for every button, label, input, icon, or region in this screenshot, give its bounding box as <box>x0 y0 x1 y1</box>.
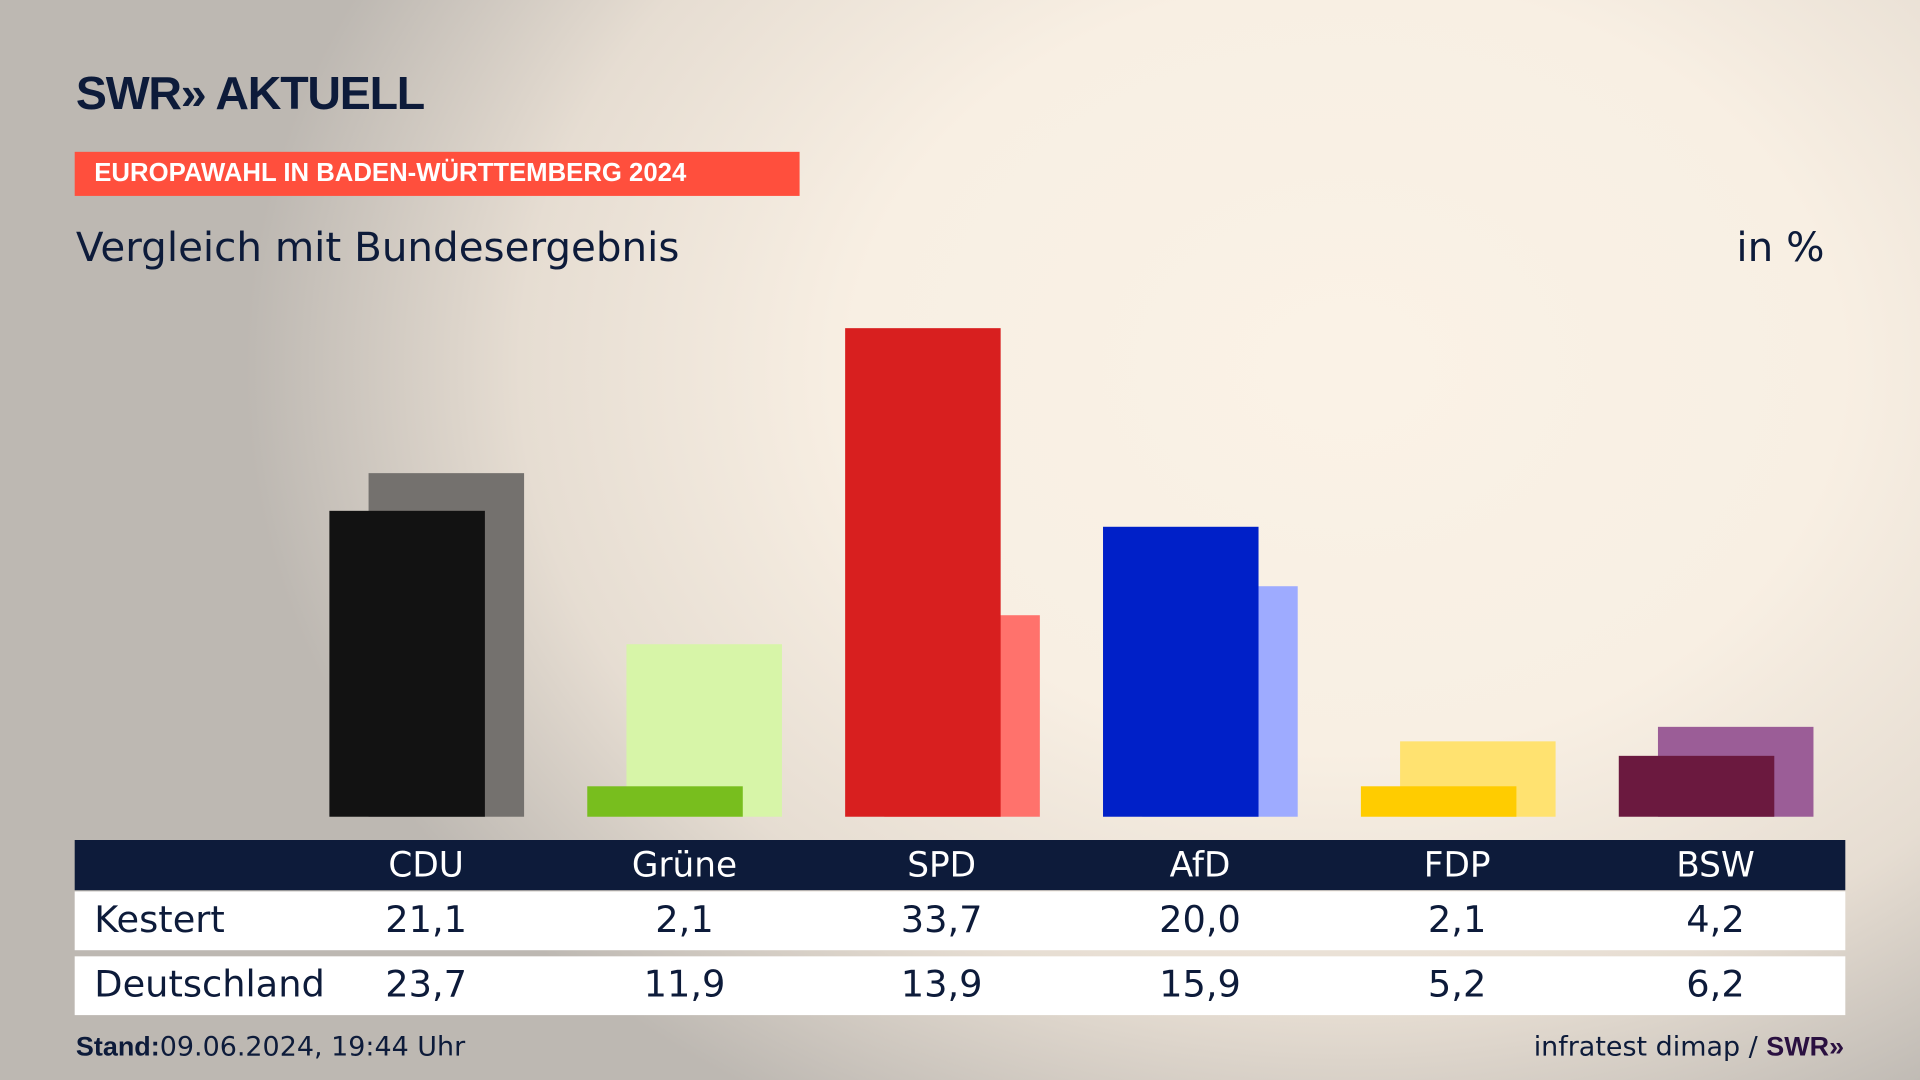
value-cell: 6,2 <box>1686 963 1745 1007</box>
value-cell: 5,2 <box>1427 963 1487 1007</box>
bar-grüne-kestert <box>587 786 743 817</box>
chart-title: Vergleich mit Bundesergebnis <box>75 222 680 271</box>
table-row-deutschland: Deutschland 23,7 11,9 13,9 15,9 5,2 6,2 <box>74 956 1846 1016</box>
swr-aktuell-logo: SWR» AKTUELL <box>75 68 425 121</box>
bar-bsw-kestert <box>1618 755 1775 817</box>
bar-cdu-kestert <box>329 510 485 817</box>
source-text: infratest dimap / <box>1533 1032 1767 1063</box>
stand-value: 09.06.2024, 19:44 Uhr <box>159 1032 466 1063</box>
value-cell: 33,7 <box>900 898 983 942</box>
value-cell: 2,1 <box>1427 898 1487 942</box>
bar-fdp-kestert <box>1360 786 1517 817</box>
swr-logo: SWR» <box>1766 1031 1845 1062</box>
election-banner: EUROPAWAHL IN BADEN-WÜRTTEMBERG 2024 <box>74 151 800 196</box>
column-header: BSW <box>1676 844 1755 886</box>
timestamp: Stand:09.06.2024, 19:44 Uhr <box>76 1031 465 1063</box>
table-header: CDU Grüne SPD AfD FDP BSW <box>74 840 1846 891</box>
bar-spd-kestert <box>845 328 1001 817</box>
value-cell: 23,7 <box>385 963 468 1007</box>
column-header: Grüne <box>631 844 738 886</box>
value-cell: 4,2 <box>1686 898 1745 942</box>
column-header: SPD <box>907 844 977 886</box>
bar-afd-kestert <box>1103 526 1259 817</box>
source: infratest dimap / SWR» <box>1534 1031 1844 1063</box>
unit-label: in % <box>1736 222 1825 271</box>
stand-label: Stand: <box>75 1031 160 1062</box>
value-cell: 11,9 <box>643 963 726 1007</box>
column-header: FDP <box>1423 844 1491 886</box>
column-header: AfD <box>1169 844 1231 886</box>
table-row-kestert: Kestert 21,1 2,1 33,7 20,0 2,1 4,2 <box>74 891 1846 951</box>
value-cell: 15,9 <box>1159 963 1241 1007</box>
value-cell: 13,9 <box>900 963 983 1007</box>
row-label: Kestert <box>94 898 225 942</box>
value-cell: 20,0 <box>1159 898 1241 942</box>
value-cell: 2,1 <box>655 898 714 942</box>
row-label: Deutschland <box>94 963 325 1007</box>
column-header: CDU <box>388 844 464 886</box>
value-cell: 21,1 <box>385 898 468 942</box>
